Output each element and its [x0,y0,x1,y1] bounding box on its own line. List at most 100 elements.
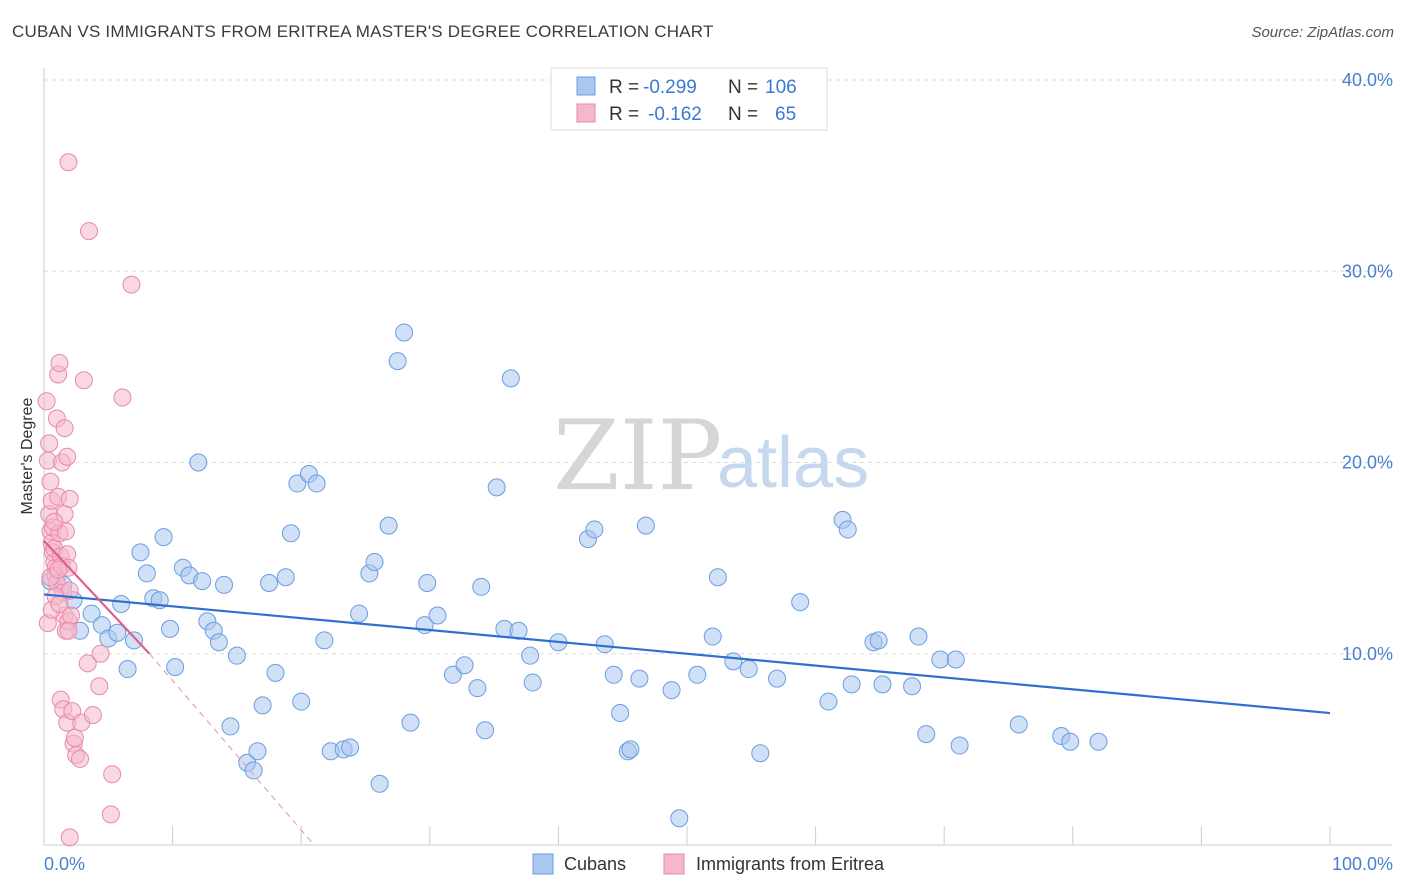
trend-lines [43,540,1331,846]
legend-n-value-2: 65 [775,104,796,125]
cuban-point-50 [395,323,414,342]
grid-lines [44,79,1392,655]
cuban-point-30 [248,742,267,761]
eritrea-point-50 [83,705,102,724]
y-tick-label-2: 30.0% [1342,261,1393,281]
cuban-point-57 [468,679,487,698]
cuban-point-89 [842,675,861,694]
cuban-point-36 [288,474,307,493]
bottom-legend: Cubans Immigrants from Eritrea [532,853,885,875]
legend-r-label-1: R = [609,77,639,98]
cuban-point-4 [82,604,101,623]
eritrea-point-25 [50,354,69,373]
y-tick-label-1: 20.0% [1342,453,1393,473]
cuban-point-34 [276,568,295,587]
cuban-point-24 [209,633,228,652]
cuban-point-79 [703,627,722,646]
cuban-point-85 [791,593,810,612]
y-tick-label-3: 40.0% [1342,70,1393,90]
cuban-point-33 [266,663,285,682]
cuban-point-69 [595,635,614,654]
cuban-point-25 [215,575,234,594]
cuban-point-99 [1009,715,1028,734]
cuban-point-75 [636,516,655,535]
cuban-point-74 [630,669,649,688]
eritrea-point-54 [101,805,120,824]
cuban-point-80 [708,568,727,587]
cuban-point-76 [662,681,681,700]
cuban-point-81 [724,652,743,671]
cuban-point-102 [1089,732,1108,751]
cuban-point-84 [768,669,787,688]
cuban-point-8 [112,595,131,614]
cuban-point-83 [751,744,770,763]
cuban-point-82 [739,660,758,679]
legend-r-value-2: -0.162 [648,104,702,125]
legend-r-label-2: R = [609,104,639,125]
eritrea-point-9 [41,472,60,491]
cuban-point-12 [137,564,156,583]
cuban-point-70 [604,665,623,684]
cuban-point-17 [166,658,185,677]
cuban-point-21 [193,572,212,591]
cuban-point-88 [838,520,857,539]
cuban-point-31 [253,696,272,715]
eritrea-point-45 [71,749,90,768]
legend-n-label-1: N = [728,77,758,98]
cuban-point-49 [388,352,407,371]
cuban-point-47 [370,774,389,793]
cuban-point-7 [108,623,127,642]
watermark-atlas: atlas [717,423,869,503]
eritrea-point-64 [45,512,64,531]
cuban-point-56 [455,656,474,675]
cuban-point-95 [917,725,936,744]
cuban-point-40 [315,631,334,650]
cuban-point-35 [281,524,300,543]
cuban-point-20 [189,453,208,472]
cuban-point-48 [379,516,398,535]
cuban-point-32 [260,573,279,592]
cuban-point-71 [611,704,630,723]
eritrea-point-51 [90,677,109,696]
eritrea-point-52 [91,644,110,663]
watermark-zip: ZIP [553,400,722,512]
cuban-point-93 [903,677,922,696]
cuban-point-68 [585,520,604,539]
cuban-point-26 [221,717,240,736]
legend-n-label-2: N = [728,104,758,125]
cuban-point-58 [476,721,495,740]
cuban-point-51 [401,713,420,732]
cuban-point-97 [946,650,965,669]
x-tick-label-0: 0.0% [44,854,85,874]
bottom-legend-label-cubans: Cubans [564,854,626,874]
x-tick-label-1: 100.0% [1332,854,1393,874]
eritrea-point-8 [40,434,59,453]
chart-title: CUBAN VS IMMIGRANTS FROM ERITREA MASTER'… [12,22,714,41]
legend-swatch-cubans [576,76,596,96]
bottom-legend-swatch-eritrea [663,853,685,875]
cuban-point-37 [292,692,311,711]
bottom-legend-swatch-cubans [532,853,554,875]
eritrea-trend-line [43,540,151,655]
cuban-point-91 [869,631,888,650]
cuban-point-46 [365,552,384,571]
tick-labels: 10.0% 20.0% 30.0% 40.0% 0.0% 100.0% [44,70,1393,874]
y-axis-label: Master's Degree [19,397,36,514]
eritrea-point-40 [59,621,78,640]
watermark: ZIP atlas [553,400,869,512]
eritrea-point-28 [56,522,75,541]
y-tick-label-0: 10.0% [1342,644,1393,664]
cuban-point-101 [1061,732,1080,751]
legend-box: R = -0.299 N = 106 R = -0.162 N = 65 [550,67,828,131]
cuban-point-78 [688,665,707,684]
cuban-point-16 [161,619,180,638]
cuban-trend-line [43,593,1331,715]
eritrea-trend-extension [148,653,315,846]
cuban-point-53 [418,573,437,592]
eritrea-point-61 [50,595,69,614]
legend-r-value-1: -0.299 [643,77,697,98]
eritrea-point-56 [122,275,141,294]
eritrea-point-43 [65,728,84,747]
chart-source: Source: ZipAtlas.com [1251,24,1394,41]
